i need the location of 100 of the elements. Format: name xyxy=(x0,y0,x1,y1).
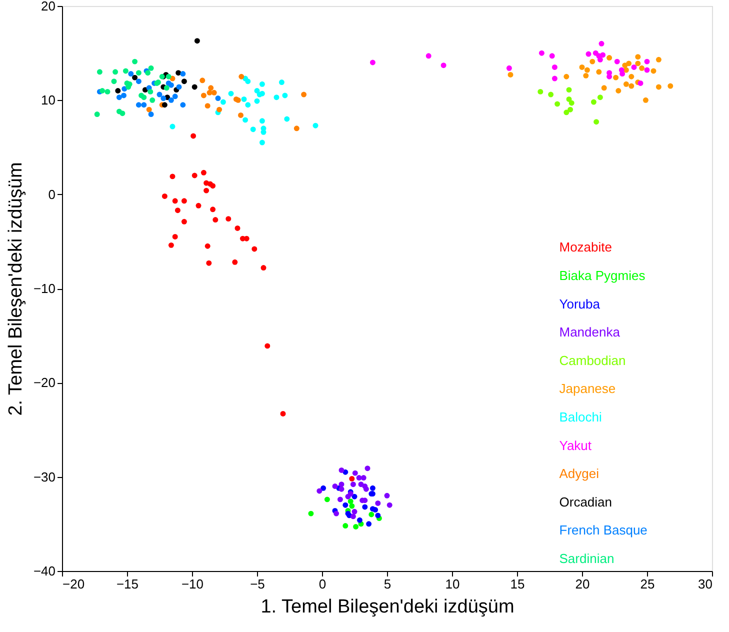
x-tick-label: −20 xyxy=(62,576,85,592)
point xyxy=(259,118,265,124)
text: Orcadian xyxy=(559,494,612,510)
point xyxy=(597,56,603,62)
point xyxy=(363,486,369,492)
x-tick-label: 15 xyxy=(510,576,525,592)
point xyxy=(316,488,322,494)
point xyxy=(232,259,238,265)
point xyxy=(196,202,202,208)
point xyxy=(234,226,240,231)
point xyxy=(350,482,356,488)
point xyxy=(552,64,558,70)
point xyxy=(614,58,620,64)
text: Cambodian xyxy=(559,352,626,368)
point xyxy=(194,38,200,44)
x-tick-label: −10 xyxy=(181,576,204,592)
point xyxy=(601,85,607,91)
point xyxy=(176,84,182,90)
point xyxy=(112,69,118,75)
point xyxy=(554,101,560,107)
point xyxy=(208,85,214,91)
x-axis-title: 1. Temel Bileşen'deki izdüşüm xyxy=(260,596,514,618)
point xyxy=(170,174,176,180)
point xyxy=(638,80,644,86)
point xyxy=(115,88,121,94)
point xyxy=(100,88,106,94)
point xyxy=(594,119,600,125)
point xyxy=(211,90,217,96)
x-tick-label: −5 xyxy=(250,576,265,592)
point xyxy=(548,92,554,98)
point xyxy=(538,88,544,94)
point xyxy=(252,246,258,252)
point xyxy=(332,484,338,489)
point xyxy=(136,102,142,108)
point xyxy=(294,126,300,132)
point xyxy=(579,64,585,70)
point xyxy=(212,217,218,222)
point xyxy=(132,58,138,64)
point xyxy=(635,54,641,60)
point xyxy=(181,198,187,204)
point xyxy=(644,67,650,73)
point xyxy=(238,74,244,80)
point xyxy=(192,172,198,178)
point xyxy=(628,83,634,89)
text: Biaka Pygmies xyxy=(559,268,646,283)
point xyxy=(264,343,270,349)
point xyxy=(204,188,210,194)
point xyxy=(384,492,390,498)
point xyxy=(370,485,376,491)
point xyxy=(568,106,574,112)
point xyxy=(426,53,432,59)
point xyxy=(584,67,590,73)
point xyxy=(190,133,196,139)
text: Yakut xyxy=(559,438,592,453)
point xyxy=(353,524,359,530)
point xyxy=(368,512,374,518)
text: Mandenka xyxy=(559,324,621,340)
text: Yoruba xyxy=(559,296,601,312)
point xyxy=(278,80,284,86)
text: Japanese xyxy=(559,381,616,396)
point xyxy=(150,97,156,103)
x-tick-label: 20 xyxy=(575,576,590,592)
point xyxy=(366,521,372,527)
point xyxy=(600,52,606,58)
point xyxy=(338,486,344,492)
point xyxy=(146,106,152,112)
point xyxy=(200,78,206,84)
point xyxy=(204,243,210,249)
y-tick-label: 20 xyxy=(41,0,56,14)
point xyxy=(111,78,117,84)
point xyxy=(122,68,128,74)
point xyxy=(166,74,172,80)
point xyxy=(626,60,632,66)
point xyxy=(156,92,162,98)
point xyxy=(656,84,662,90)
point xyxy=(356,475,362,481)
point xyxy=(172,198,178,204)
point xyxy=(597,94,603,100)
point xyxy=(348,498,354,504)
point xyxy=(342,502,348,508)
point xyxy=(226,216,232,222)
point xyxy=(254,98,260,104)
point xyxy=(204,103,210,109)
point xyxy=(162,193,168,199)
y-tick-label: 10 xyxy=(41,92,56,108)
point xyxy=(210,206,216,212)
point xyxy=(356,517,362,523)
point xyxy=(623,81,629,87)
point xyxy=(308,510,314,516)
point xyxy=(656,56,662,62)
point xyxy=(96,69,102,75)
point xyxy=(132,74,138,80)
point xyxy=(284,116,290,122)
point xyxy=(164,85,170,91)
point xyxy=(350,514,356,520)
x-tick-label: 0 xyxy=(318,576,326,592)
x-tick-label: 25 xyxy=(640,576,655,592)
point xyxy=(174,208,180,214)
point xyxy=(166,80,172,86)
y-tick-label: −20 xyxy=(33,375,56,390)
